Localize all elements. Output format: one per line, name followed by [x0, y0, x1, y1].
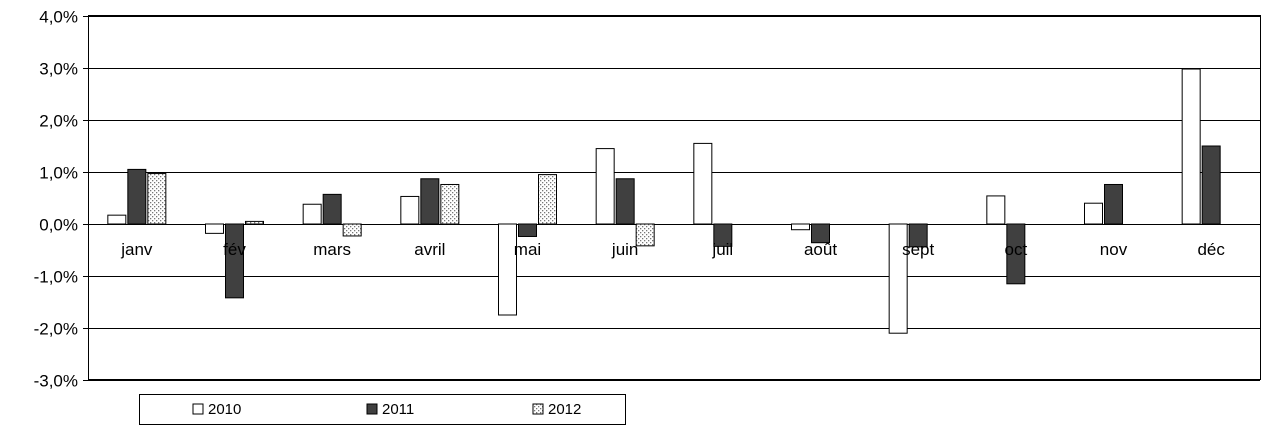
bar-2012-janv [147, 173, 167, 225]
bar-2010-mai [498, 223, 517, 316]
bar-2011-nov [1104, 183, 1123, 225]
bar-2010-déc [1181, 68, 1201, 225]
bar-2011-janv [127, 168, 147, 225]
legend-label-2012: 2012 [548, 401, 581, 418]
bar-2012-mars [342, 223, 362, 237]
bar-2011-juil [713, 223, 733, 247]
bar-2010-sept [888, 223, 908, 334]
y-tick-label: -3,0% [34, 372, 78, 391]
gridlines [88, 16, 1260, 381]
bar-2011-sept [908, 223, 928, 248]
bar-2012-avril [440, 183, 460, 225]
y-tick-label: 2,0% [39, 112, 78, 131]
bar-2011-août [811, 223, 830, 244]
x-tick-label: fév [223, 240, 246, 259]
bar-2011-déc [1201, 145, 1221, 225]
bar-2011-fév [225, 223, 244, 299]
x-tick-label: mai [514, 240, 541, 259]
legend-label-2011: 2011 [382, 401, 414, 418]
bar-2010-mars [302, 203, 322, 225]
bar-2011-juin [615, 178, 635, 225]
y-tick-label: 0,0% [39, 216, 78, 235]
bar-2010-avril [400, 195, 420, 225]
bar-2010-nov [1084, 202, 1103, 225]
x-tick-label: juin [611, 240, 638, 259]
x-tick-label: avril [414, 240, 445, 259]
bar-2011-oct [1006, 223, 1026, 285]
x-tick-label: sept [902, 240, 934, 259]
y-tick-label: 4,0% [39, 8, 78, 27]
x-tick-label: janv [120, 240, 153, 259]
legend-swatch-2011 [366, 403, 378, 415]
x-tick-label: mars [313, 240, 351, 259]
x-tick-label: déc [1197, 240, 1225, 259]
x-axis-labels: janv fév mars avril mai juin juil août sept oct no… [120, 240, 1225, 259]
bar-2012-fév [245, 220, 264, 225]
x-tick-label: oct [1004, 240, 1027, 259]
x-tick-label: juil [711, 240, 733, 259]
bar-2012-mai [538, 174, 557, 225]
x-tick-label: nov [1100, 240, 1128, 259]
y-tick-label: -1,0% [34, 268, 78, 287]
y-tick-label: 3,0% [39, 60, 78, 79]
y-tick-label: 1,0% [39, 164, 78, 183]
y-axis: 4,0% 3,0% 2,0% 1,0% 0,0% -1,0% -2,0% -3,0% [34, 8, 88, 391]
legend-swatch-2012 [532, 403, 544, 415]
legend-swatch-2010 [192, 403, 204, 415]
y-tick-label: -2,0% [34, 320, 78, 339]
bar-2011-avril [420, 178, 440, 225]
bar-2011-mai [518, 223, 537, 237]
legend-box [139, 394, 626, 425]
bar-2011-mars [322, 193, 342, 225]
bar-series [107, 68, 1221, 334]
bar-2010-oct [986, 195, 1006, 225]
bar-2010-août [791, 223, 810, 231]
bar-2012-juin [635, 223, 655, 247]
bar-2010-fév [205, 223, 224, 234]
bar-2010-juin [595, 148, 615, 225]
bar-2010-juil [693, 142, 713, 225]
plot-area-border [88, 15, 1261, 380]
legend-label-2010: 2010 [208, 401, 241, 418]
legend: 2010 2011 2012 [139, 394, 626, 425]
x-tick-label: août [804, 240, 837, 259]
bar-2010-janv [107, 214, 127, 225]
